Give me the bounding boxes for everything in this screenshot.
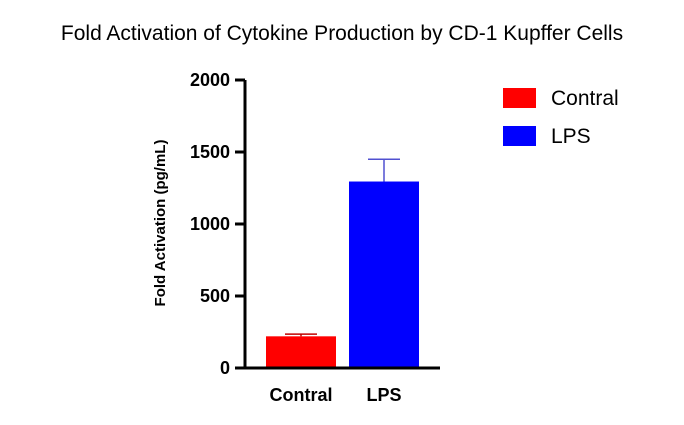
chart-title: Fold Activation of Cytokine Production b…	[61, 22, 623, 45]
y-axis-title: Fold Activation (pg/mL)	[152, 140, 169, 307]
y-tick-label: 1500	[190, 142, 230, 162]
y-tick-label: 0	[220, 358, 230, 378]
legend: Contral LPS	[503, 87, 619, 148]
bar-contral	[266, 336, 336, 368]
legend-swatch-contral	[503, 88, 536, 108]
y-tick-label: 2000	[190, 70, 230, 90]
bar-lps	[349, 181, 419, 368]
legend-label-contral: Contral	[551, 87, 619, 110]
y-tick-label: 1000	[190, 214, 230, 234]
legend-label-lps: LPS	[551, 125, 591, 148]
x-tick-label: LPS	[366, 385, 401, 405]
x-tick-label: Contral	[270, 385, 333, 405]
y-tick-label: 500	[200, 286, 230, 306]
legend-swatch-lps	[503, 126, 536, 146]
plot-area: 0 500 1000 1500 2000 Contral LPS	[190, 70, 440, 405]
